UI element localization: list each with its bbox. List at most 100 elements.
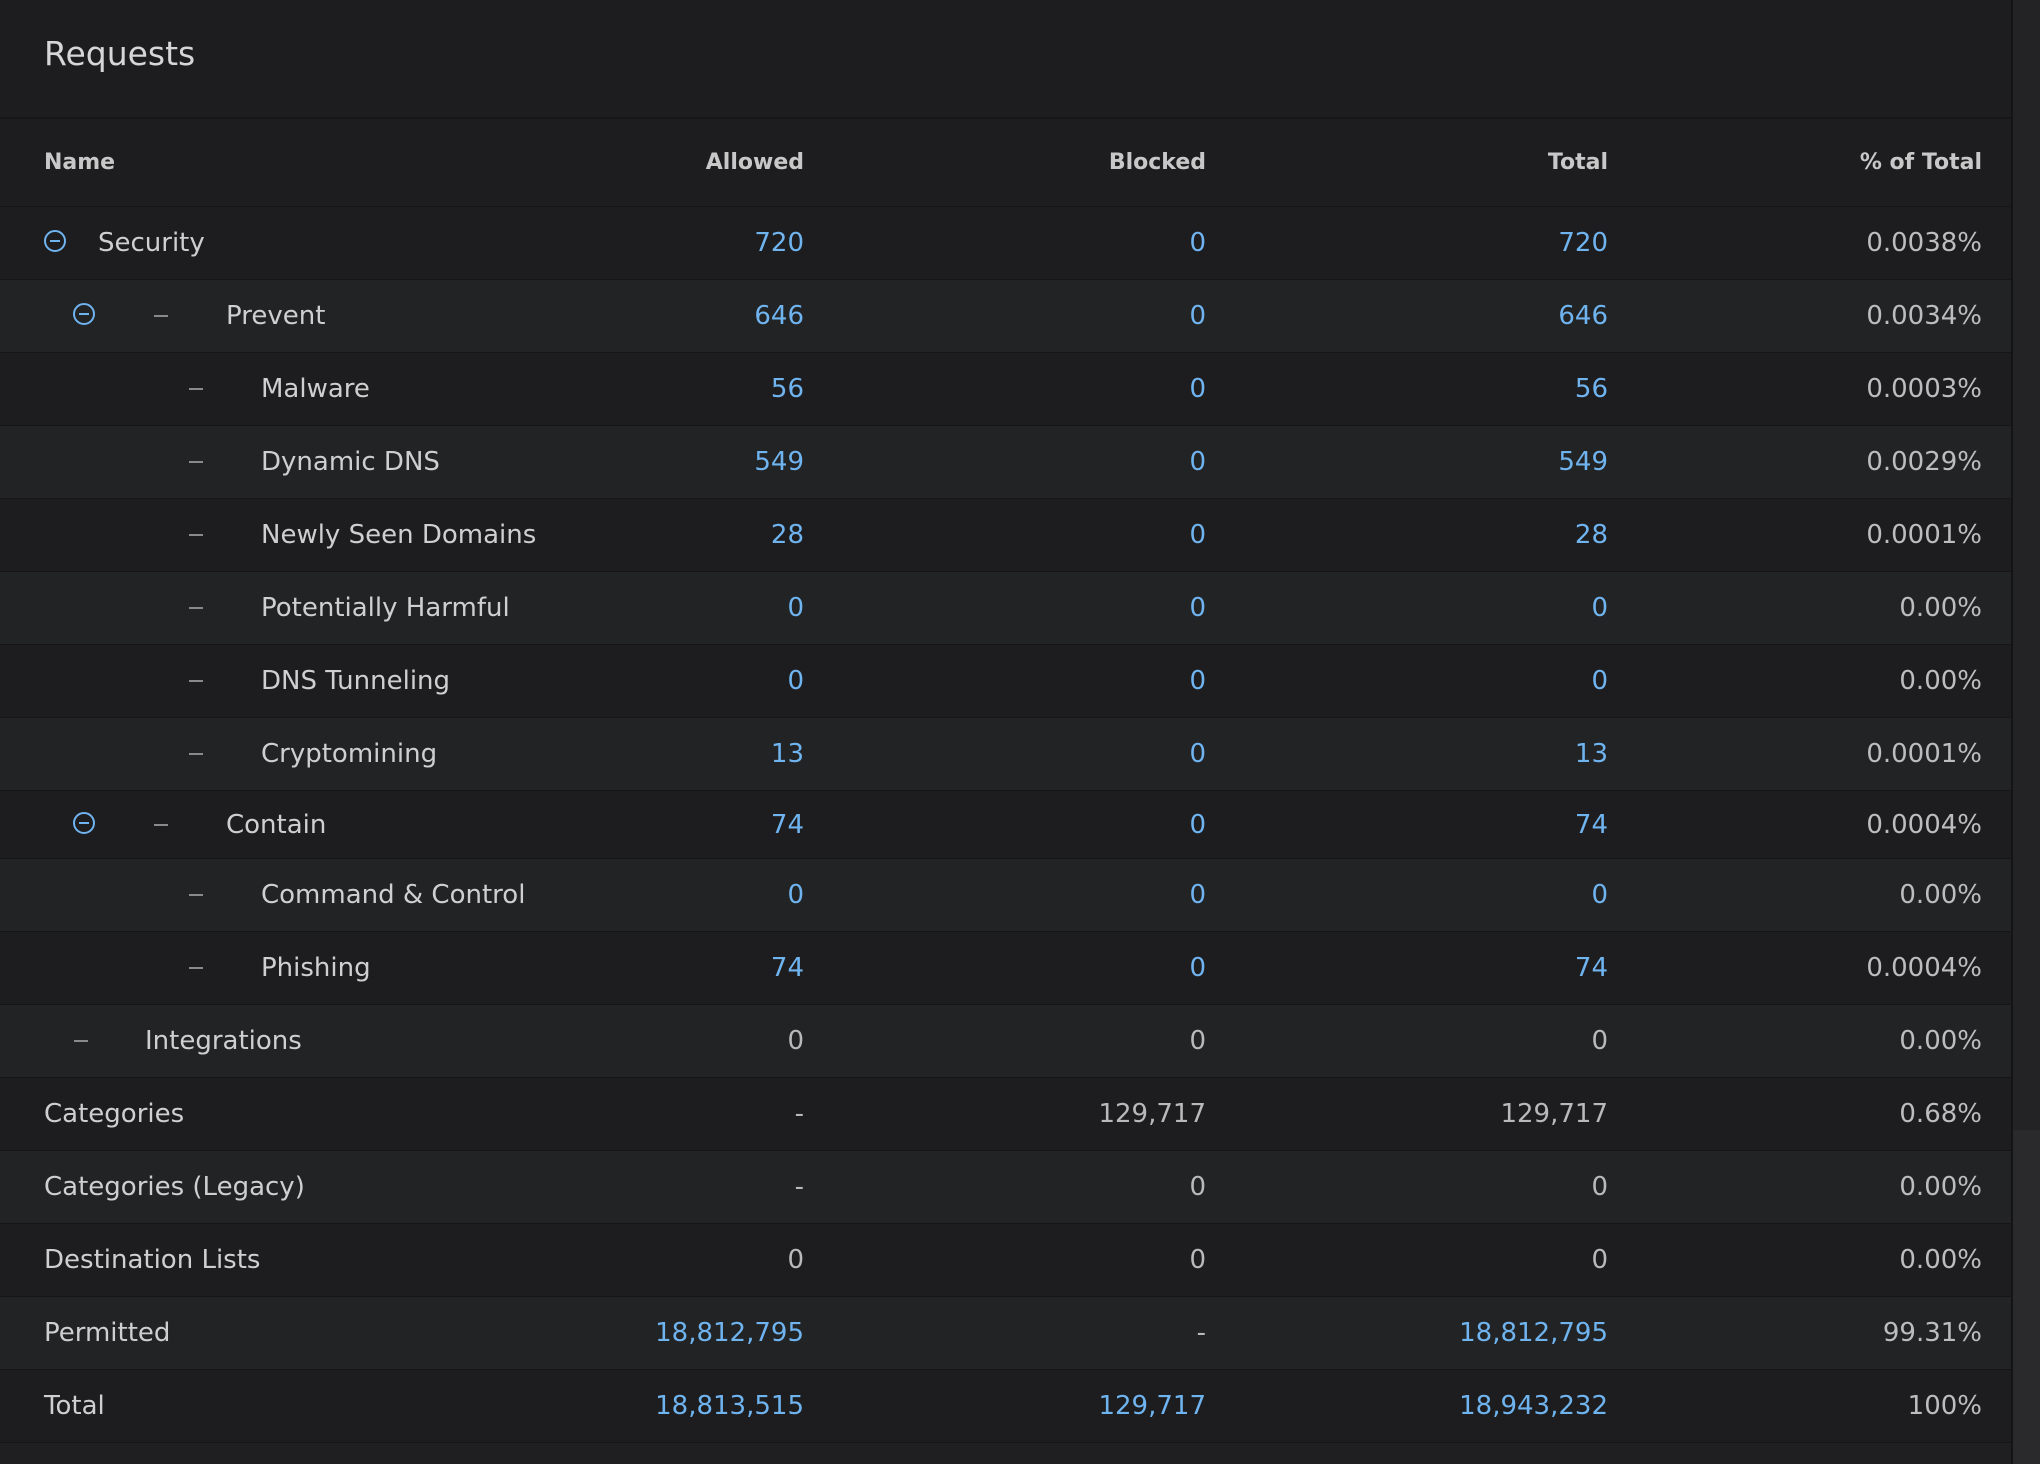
total-value[interactable]: 74 xyxy=(1574,953,1608,983)
blocked-value: 129,717 xyxy=(1098,1099,1206,1129)
table-row-security: Security 720 0 720 0.0038% xyxy=(0,207,2011,280)
blocked-value[interactable]: 0 xyxy=(1189,447,1206,477)
blocked-value[interactable]: 129,717 xyxy=(1098,1391,1206,1421)
pct-value: 0.00% xyxy=(1899,593,1982,623)
total-value: 0 xyxy=(1591,1245,1608,1275)
tree-dash-icon xyxy=(189,461,203,463)
tree-dash-icon xyxy=(189,680,203,682)
collapse-icon[interactable] xyxy=(44,230,66,252)
blocked-value[interactable]: 0 xyxy=(1189,228,1206,258)
tree-dash-icon xyxy=(74,1040,88,1042)
column-header-allowed[interactable]: Allowed xyxy=(705,150,804,175)
blocked-value: - xyxy=(1196,1318,1206,1348)
table-row-destination-lists: Destination Lists 0 0 0 0.00% xyxy=(0,1224,2011,1297)
table-row-dynamic-dns: Dynamic DNS 549 0 549 0.0029% xyxy=(0,426,2011,499)
table-row-newly-seen-domains: Newly Seen Domains 28 0 28 0.0001% xyxy=(0,499,2011,572)
total-value[interactable]: 18,812,795 xyxy=(1459,1318,1608,1348)
table-row-integrations: Integrations 0 0 0 0.00% xyxy=(0,1005,2011,1078)
total-value[interactable]: 74 xyxy=(1574,809,1608,840)
table-row-categories-legacy: Categories (Legacy) - 0 0 0.00% xyxy=(0,1151,2011,1224)
pct-value: 0.00% xyxy=(1899,666,1982,696)
row-name: Contain xyxy=(226,809,327,840)
row-name: Total xyxy=(44,1391,105,1421)
allowed-value: - xyxy=(794,1099,804,1129)
allowed-value[interactable]: 0 xyxy=(787,880,804,910)
pct-value: 0.00% xyxy=(1899,880,1982,910)
total-value[interactable]: 56 xyxy=(1574,374,1608,404)
blocked-value[interactable]: 0 xyxy=(1189,520,1206,550)
row-name: Prevent xyxy=(226,301,326,331)
allowed-value[interactable]: 0 xyxy=(787,593,804,623)
blocked-value[interactable]: 0 xyxy=(1189,739,1206,769)
row-name: Destination Lists xyxy=(44,1245,261,1275)
total-value[interactable]: 0 xyxy=(1591,880,1608,910)
total-value[interactable]: 549 xyxy=(1558,447,1608,477)
blocked-value[interactable]: 0 xyxy=(1189,593,1206,623)
column-header-total[interactable]: Total xyxy=(1547,150,1608,175)
total-value[interactable]: 13 xyxy=(1574,739,1608,769)
table-row-dns-tunneling: DNS Tunneling 0 0 0 0.00% xyxy=(0,645,2011,718)
table-row-permitted: Permitted 18,812,795 - 18,812,795 99.31% xyxy=(0,1297,2011,1370)
blocked-value[interactable]: 0 xyxy=(1189,666,1206,696)
allowed-value[interactable]: 56 xyxy=(770,374,804,404)
total-value[interactable]: 28 xyxy=(1574,520,1608,550)
allowed-value[interactable]: 13 xyxy=(770,739,804,769)
allowed-value[interactable]: 0 xyxy=(787,666,804,696)
allowed-value[interactable]: 74 xyxy=(770,953,804,983)
scroll-gutter xyxy=(2013,0,2040,1464)
allowed-value: - xyxy=(794,1172,804,1202)
row-name: Categories xyxy=(44,1099,185,1129)
pct-value: 0.0001% xyxy=(1866,739,1982,769)
blocked-value[interactable]: 0 xyxy=(1189,880,1206,910)
blocked-value[interactable]: 0 xyxy=(1189,809,1206,840)
blocked-value[interactable]: 0 xyxy=(1189,301,1206,331)
tree-dash-icon xyxy=(154,823,168,826)
blocked-value[interactable]: 0 xyxy=(1189,374,1206,404)
total-value[interactable]: 0 xyxy=(1591,666,1608,696)
column-header-pct[interactable]: % of Total xyxy=(1859,150,1982,175)
collapse-icon[interactable] xyxy=(73,303,95,325)
blocked-value[interactable]: 0 xyxy=(1189,953,1206,983)
allowed-value[interactable]: 18,812,795 xyxy=(655,1318,804,1348)
allowed-value[interactable]: 646 xyxy=(754,301,804,331)
total-value[interactable]: 646 xyxy=(1558,301,1608,331)
row-name: Newly Seen Domains xyxy=(261,520,537,550)
tree-dash-icon xyxy=(189,534,203,536)
row-name: Dynamic DNS xyxy=(261,447,440,477)
row-name: Integrations xyxy=(145,1026,302,1056)
table-row-categories: Categories - 129,717 129,717 0.68% xyxy=(0,1078,2011,1151)
allowed-value[interactable]: 28 xyxy=(770,520,804,550)
row-name: DNS Tunneling xyxy=(261,666,451,696)
collapse-icon[interactable] xyxy=(73,811,95,834)
pct-value: 0.0034% xyxy=(1866,301,1982,331)
pct-value: 0.0038% xyxy=(1866,228,1982,258)
allowed-value[interactable]: 74 xyxy=(770,809,804,840)
pct-value: 0.0004% xyxy=(1866,809,1982,840)
total-value[interactable]: 18,943,232 xyxy=(1459,1391,1608,1421)
allowed-value: 0 xyxy=(787,1245,804,1275)
total-value: 0 xyxy=(1591,1026,1608,1056)
column-header-blocked[interactable]: Blocked xyxy=(1108,150,1206,175)
total-value[interactable]: 0 xyxy=(1591,593,1608,623)
pct-value: 0.68% xyxy=(1899,1099,1982,1129)
row-name: Security xyxy=(98,228,205,258)
tree-dash-icon xyxy=(189,894,203,896)
total-value[interactable]: 720 xyxy=(1558,228,1608,258)
pct-value: 0.0003% xyxy=(1866,374,1982,404)
pct-value: 100% xyxy=(1907,1391,1982,1421)
total-value: 0 xyxy=(1591,1172,1608,1202)
pct-value: 0.0004% xyxy=(1866,953,1982,983)
row-name: Cryptomining xyxy=(261,739,438,769)
allowed-value[interactable]: 18,813,515 xyxy=(655,1391,804,1421)
total-value: 129,717 xyxy=(1500,1099,1608,1129)
allowed-value[interactable]: 720 xyxy=(754,228,804,258)
pct-value: 0.00% xyxy=(1899,1245,1982,1275)
allowed-value[interactable]: 549 xyxy=(754,447,804,477)
blocked-value: 0 xyxy=(1189,1172,1206,1202)
panel-header: Requests xyxy=(0,0,2011,119)
table-row-cryptomining: Cryptomining 13 0 13 0.0001% xyxy=(0,718,2011,791)
page-title: Requests xyxy=(44,34,196,73)
column-header-name[interactable]: Name xyxy=(44,150,116,175)
row-name: Command & Control xyxy=(261,880,526,910)
